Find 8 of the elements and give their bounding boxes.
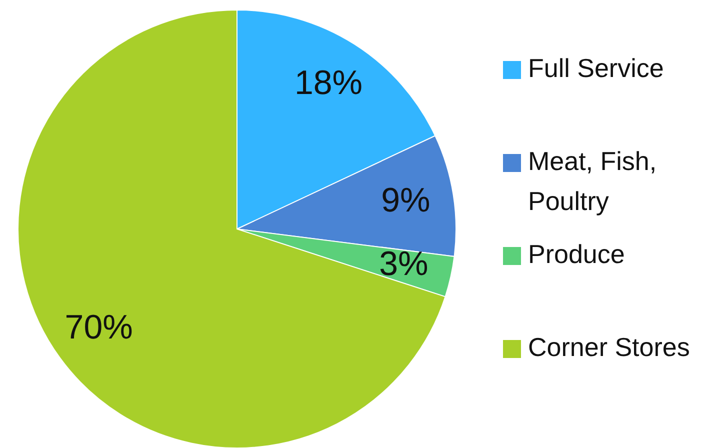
- legend-label: Full Service: [528, 52, 664, 83]
- legend-label: Meat, Fish, Poultry: [528, 146, 657, 216]
- legend-label: Corner Stores: [528, 332, 690, 362]
- data-label: 18%: [294, 64, 363, 102]
- data-label: 3%: [379, 245, 428, 284]
- legend-label: Produce: [528, 238, 625, 269]
- data-label: 9%: [381, 181, 430, 220]
- data-label: 70%: [64, 308, 133, 346]
